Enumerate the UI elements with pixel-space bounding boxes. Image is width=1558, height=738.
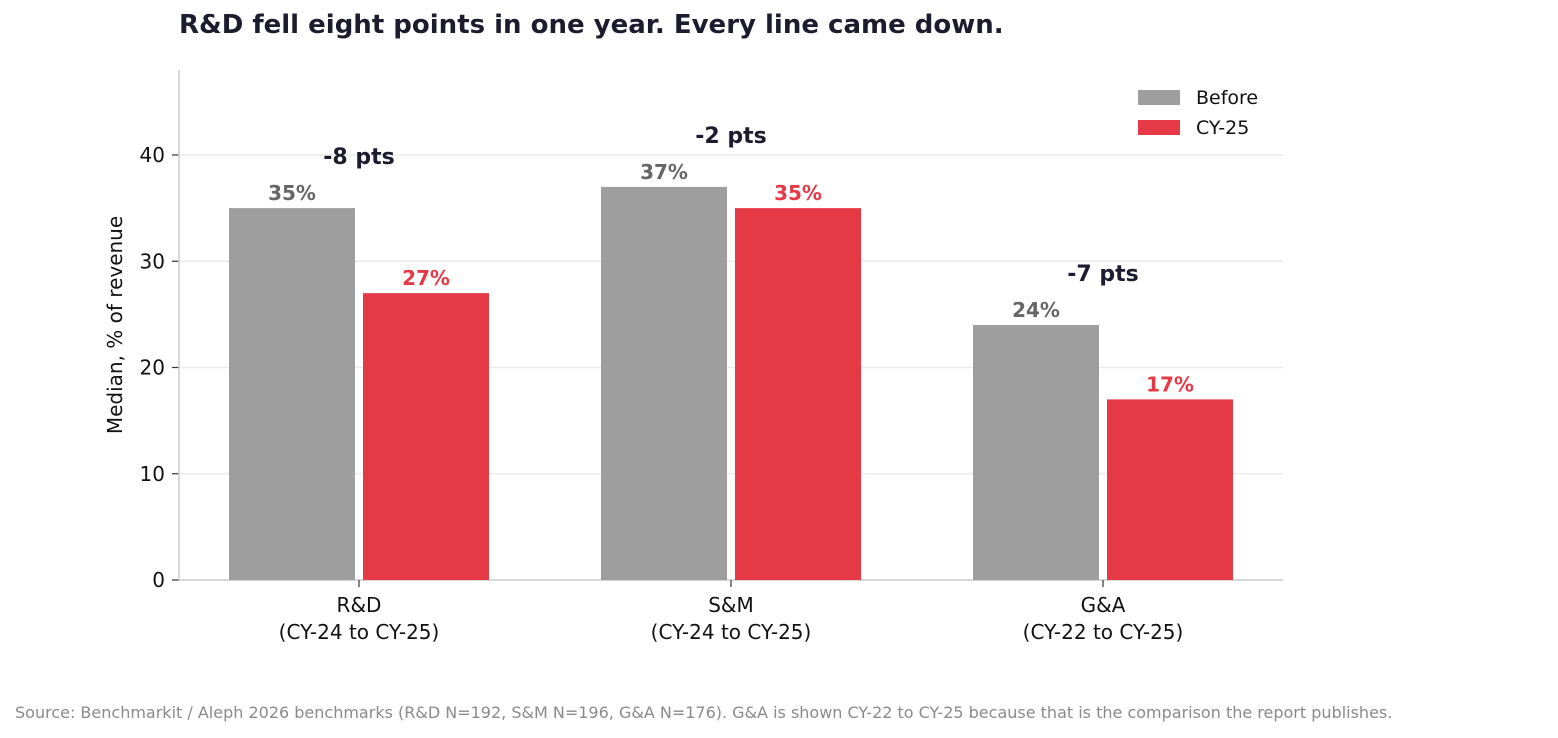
change-annotation: -8 pts: [323, 145, 394, 170]
bar-before-0: [229, 208, 355, 580]
bar-value-label: 37%: [640, 160, 688, 184]
y-tick-label: 30: [140, 249, 165, 273]
chart-title: R&D fell eight points in one year. Every…: [179, 10, 1004, 40]
bar-cy-25-2: [1107, 399, 1233, 580]
bar-cy-25-1: [735, 208, 861, 580]
source-footnote: Source: Benchmarkit / Aleph 2026 benchma…: [15, 703, 1393, 722]
y-tick-label: 10: [140, 462, 165, 486]
y-axis-label: Median, % of revenue: [103, 216, 127, 434]
x-tick-sublabel: (CY-24 to CY-25): [651, 620, 812, 644]
bar-value-label: 27%: [402, 266, 450, 290]
change-annotation: -7 pts: [1067, 262, 1138, 287]
bar-before-2: [973, 325, 1099, 580]
bar-before-1: [601, 186, 727, 580]
bar-value-label: 35%: [268, 181, 316, 205]
x-tick-sublabel: (CY-24 to CY-25): [279, 620, 440, 644]
bar-value-label: 35%: [774, 181, 822, 205]
legend-label-0: Before: [1196, 87, 1258, 109]
legend-swatch-0: [1138, 90, 1180, 105]
y-tick-label: 20: [140, 356, 165, 380]
change-annotation: -2 pts: [695, 124, 766, 149]
x-tick-label: R&D: [337, 593, 382, 617]
bar-value-label: 24%: [1012, 298, 1060, 322]
legend-label-1: CY-25: [1196, 117, 1249, 139]
x-tick-label: S&M: [708, 593, 754, 617]
x-tick-label: G&A: [1081, 593, 1126, 617]
y-tick-label: 40: [140, 143, 165, 167]
x-tick-sublabel: (CY-22 to CY-25): [1023, 620, 1184, 644]
y-tick-label: 0: [152, 568, 165, 592]
bar-value-label: 17%: [1146, 372, 1194, 396]
legend-swatch-1: [1138, 120, 1180, 135]
bar-cy-25-0: [363, 293, 489, 580]
